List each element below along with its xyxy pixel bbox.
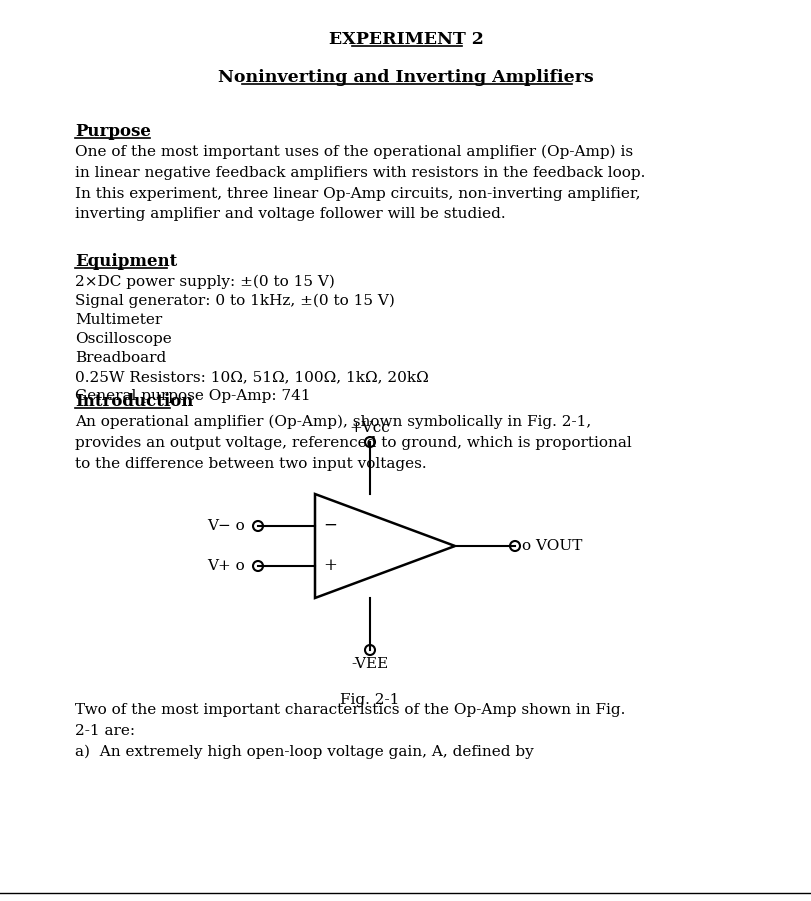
Text: General purpose Op-Amp: 741: General purpose Op-Amp: 741 [75, 389, 311, 403]
Text: o VOUT: o VOUT [521, 539, 581, 553]
Text: Multimeter: Multimeter [75, 313, 162, 327]
Text: 2×DC power supply: ±(0 to 15 V): 2×DC power supply: ±(0 to 15 V) [75, 275, 334, 289]
Text: One of the most important uses of the operational amplifier (Op-Amp) is
in linea: One of the most important uses of the op… [75, 145, 645, 221]
Text: 0.25W Resistors: 10Ω, 51Ω, 100Ω, 1kΩ, 20kΩ: 0.25W Resistors: 10Ω, 51Ω, 100Ω, 1kΩ, 20… [75, 370, 428, 384]
Text: Purpose: Purpose [75, 123, 151, 140]
Text: Two of the most important characteristics of the Op-Amp shown in Fig.
2-1 are:
a: Two of the most important characteristic… [75, 703, 624, 759]
Text: Equipment: Equipment [75, 253, 177, 270]
Text: V+ o: V+ o [207, 559, 245, 573]
Text: +Vcc: +Vcc [350, 421, 390, 435]
Text: +: + [323, 557, 337, 574]
Text: EXPERIMENT 2: EXPERIMENT 2 [328, 31, 483, 48]
Text: Breadboard: Breadboard [75, 351, 166, 365]
Text: Fig. 2-1: Fig. 2-1 [340, 693, 399, 707]
Text: -VEE: -VEE [351, 657, 388, 671]
Text: −: − [323, 516, 337, 533]
Text: Oscilloscope: Oscilloscope [75, 332, 172, 346]
Text: Noninverting and Inverting Amplifiers: Noninverting and Inverting Amplifiers [218, 69, 593, 86]
Text: An operational amplifier (Op-Amp), shown symbolically in Fig. 2-1,
provides an o: An operational amplifier (Op-Amp), shown… [75, 415, 631, 470]
Text: Introduction: Introduction [75, 393, 193, 410]
Text: Signal generator: 0 to 1kHz, ±(0 to 15 V): Signal generator: 0 to 1kHz, ±(0 to 15 V… [75, 294, 394, 308]
Text: V− o: V− o [207, 519, 245, 533]
